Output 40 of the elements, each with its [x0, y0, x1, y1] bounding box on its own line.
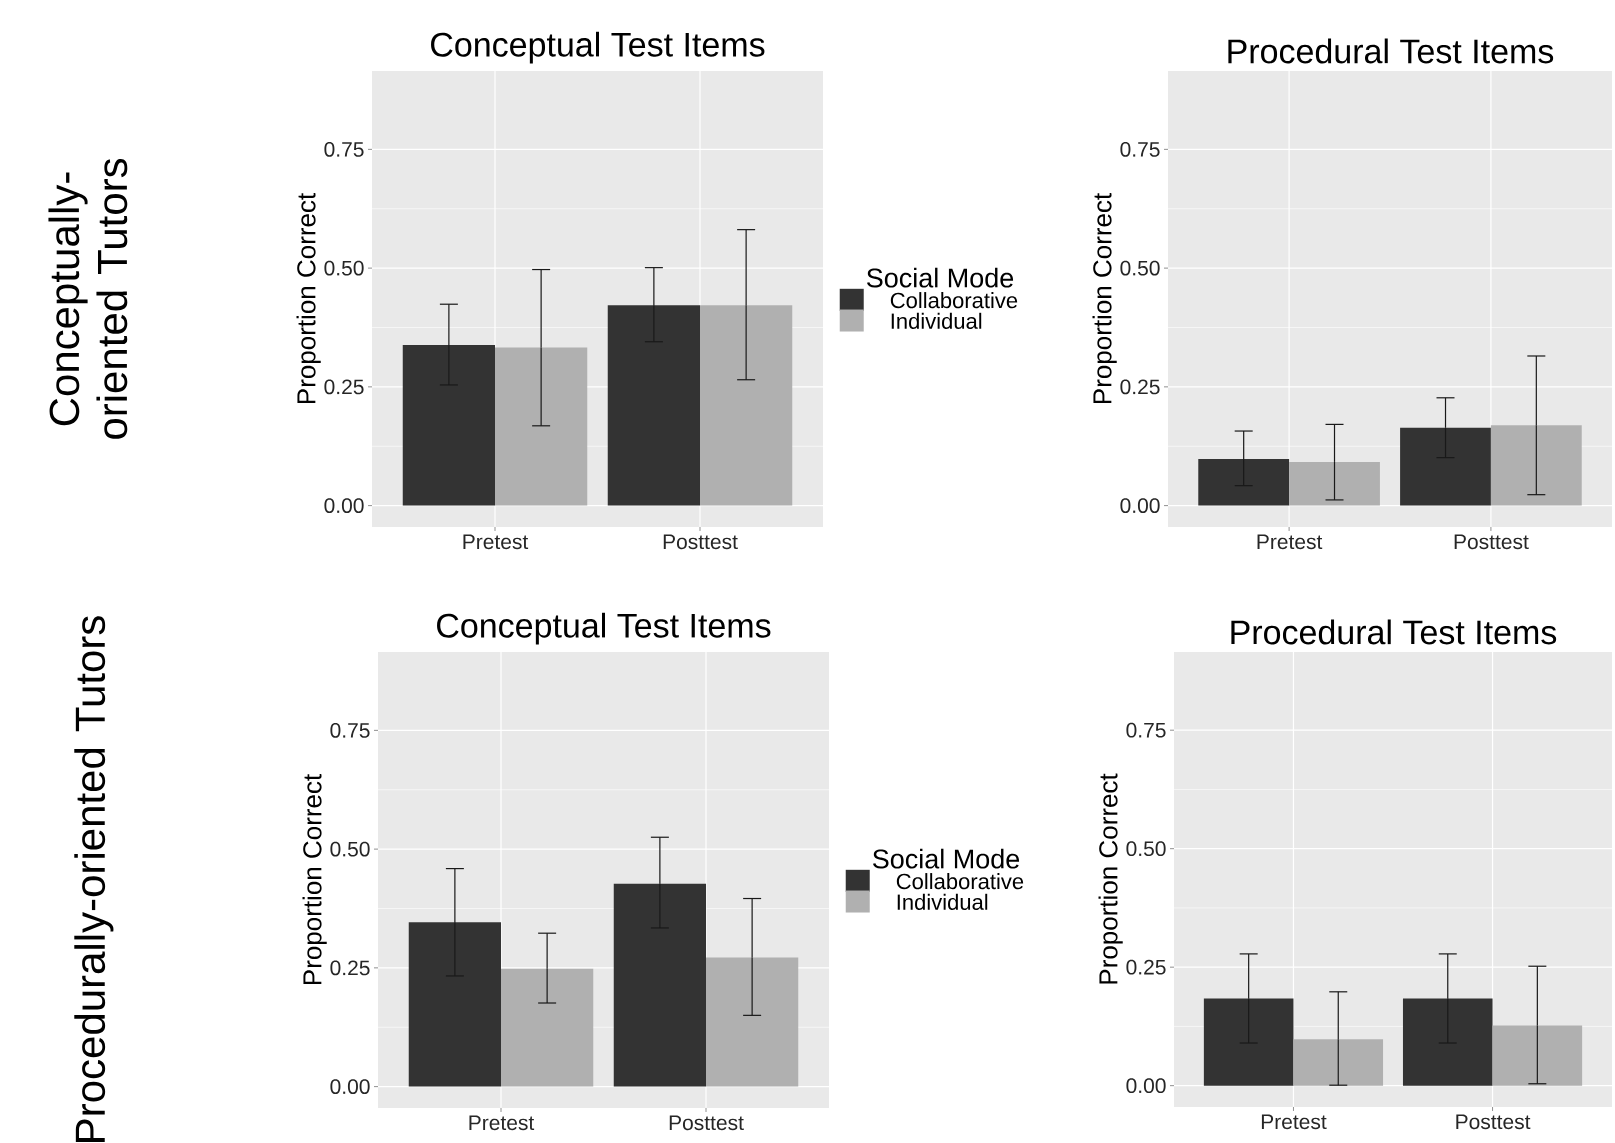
x-tick-label: Posttest: [1456, 1114, 1531, 1130]
y-axis-title: Proportion Correct: [1098, 773, 1123, 984]
y-tick-label: 0.00: [1126, 1078, 1166, 1094]
y-axis-title: Proportion Correct: [302, 774, 327, 985]
legend-label: Collaborative: [890, 292, 1018, 309]
y-tick-label: 0.00: [1120, 498, 1160, 514]
y-tick-label: 0.50: [324, 260, 364, 276]
x-tick-label: Posttest: [1454, 534, 1529, 550]
chart-title: Conceptual Test Items: [431, 31, 765, 64]
chart-title: Procedural Test Items: [1231, 619, 1557, 645]
y-tick-label: 0.75: [1126, 722, 1166, 738]
y-tick-label: 0.25: [330, 960, 370, 976]
y-tick-label: 0.00: [330, 1079, 370, 1095]
y-tick-label: 0.75: [1120, 141, 1160, 157]
y-tick-label: 0.25: [1120, 379, 1160, 395]
legend-label: Individual: [897, 893, 988, 910]
y-tick-label: 0.50: [330, 841, 370, 857]
y-tick-label: 0.50: [1120, 260, 1160, 276]
x-tick-label: Pretest: [463, 534, 529, 550]
y-axis-title: Proportion Correct: [296, 193, 321, 404]
y-tick-label: 0.00: [324, 498, 364, 514]
legend-label: Collaborative: [896, 873, 1024, 890]
legend-label: Individual: [891, 312, 982, 329]
x-tick-label: Posttest: [669, 1115, 744, 1131]
x-tick-label: Posttest: [663, 534, 738, 550]
x-tick-label: Pretest: [469, 1115, 535, 1131]
chart-title: Conceptual Test Items: [437, 612, 771, 645]
text: Procedurally-oriented Tutors: [74, 616, 114, 1142]
legend-title: Social Mode: [872, 848, 1020, 869]
y-tick-label: 0.25: [1126, 959, 1166, 975]
x-tick-label: Pretest: [1261, 1114, 1327, 1130]
legend-title: Social Mode: [866, 267, 1014, 288]
chart-title: Procedural Test Items: [1228, 38, 1554, 64]
y-tick-label: 0.75: [324, 141, 364, 157]
text: Conceptually-oriented Tutors: [48, 158, 128, 439]
y-axis-title: Proportion Correct: [1092, 193, 1117, 404]
y-tick-label: 0.75: [330, 722, 370, 738]
y-tick-label: 0.25: [324, 379, 364, 395]
x-tick-label: Pretest: [1257, 534, 1323, 550]
y-tick-label: 0.50: [1126, 841, 1166, 857]
